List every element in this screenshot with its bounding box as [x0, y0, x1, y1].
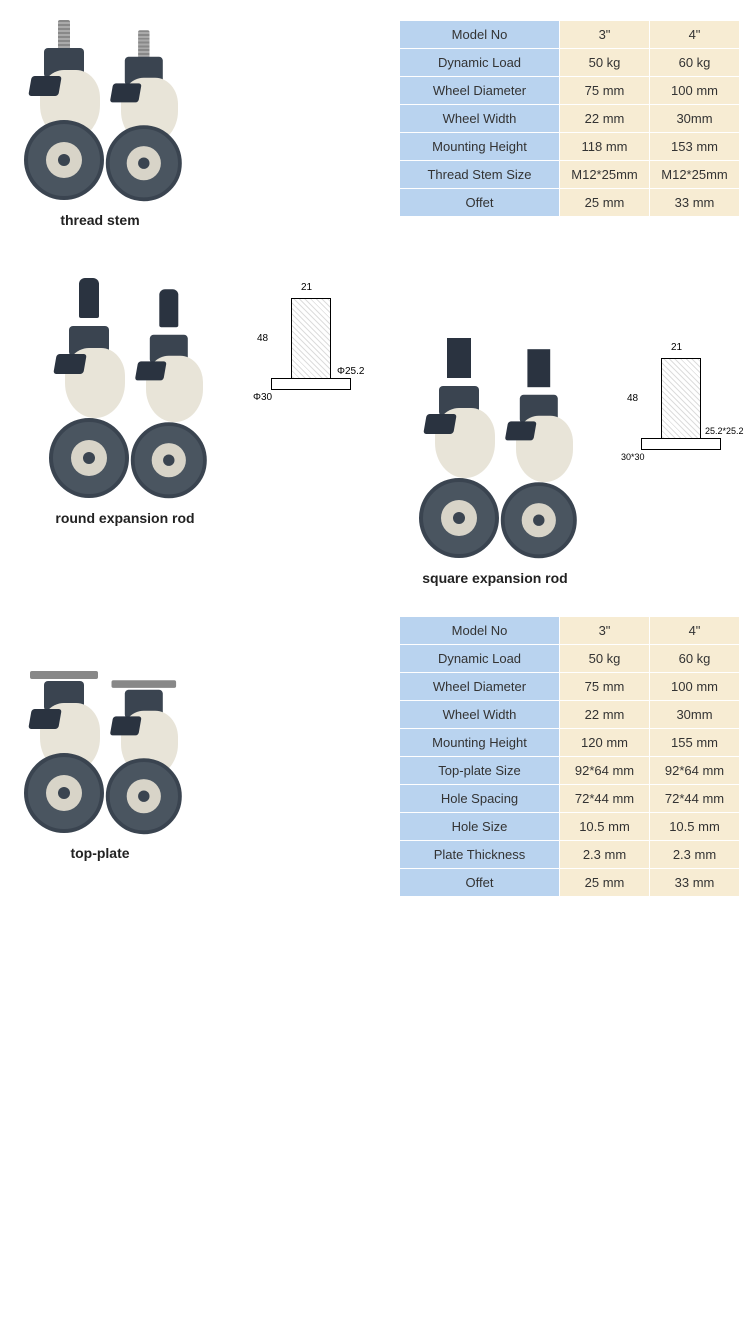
spec-value-cell: 60 kg	[650, 645, 740, 673]
dim-label: Φ30	[253, 392, 272, 403]
spec-value-cell: 22 mm	[560, 105, 650, 133]
spec-value-cell: 33 mm	[650, 189, 740, 217]
caster-illustration	[118, 289, 213, 498]
spec-table-thread-stem: Model No3"4" Dynamic Load50 kg60 kg Wheel …	[399, 20, 740, 217]
label-square-rod: square expansion rod	[422, 570, 567, 586]
spec-value-cell: 4"	[650, 617, 740, 645]
spec-value-cell: 22 mm	[560, 701, 650, 729]
spec-value-cell: 2.3 mm	[650, 841, 740, 869]
spec-value-cell: 4"	[650, 21, 740, 49]
caster-illustration	[488, 349, 583, 558]
spec-value-cell: 100 mm	[650, 673, 740, 701]
spec-value-cell: 2.3 mm	[560, 841, 650, 869]
spec-value-cell: 118 mm	[560, 133, 650, 161]
spec-value-cell: 92*64 mm	[560, 757, 650, 785]
label-thread-stem: thread stem	[60, 212, 139, 228]
dim-label: 21	[671, 342, 682, 353]
spec-header-cell: Hole Size	[400, 813, 560, 841]
spec-header-cell: Top-plate Size	[400, 757, 560, 785]
dim-label: 48	[627, 393, 638, 404]
spec-value-cell: 72*44 mm	[560, 785, 650, 813]
spec-value-cell: 33 mm	[650, 869, 740, 897]
spec-value-cell: 3"	[560, 617, 650, 645]
spec-value-cell: 30mm	[650, 701, 740, 729]
dim-label: 25.2*25.2	[705, 426, 744, 436]
spec-value-cell: 75 mm	[560, 673, 650, 701]
spec-value-cell: 120 mm	[560, 729, 650, 757]
dim-label: 21	[301, 282, 312, 293]
spec-value-cell: 155 mm	[650, 729, 740, 757]
spec-header-cell: Model No	[400, 617, 560, 645]
spec-value-cell: 92*64 mm	[650, 757, 740, 785]
diagram-square-rod: 21 48 25.2*25.2 30*30	[620, 338, 740, 586]
caster-illustration	[93, 30, 188, 201]
spec-value-cell: 75 mm	[560, 77, 650, 105]
product-round-rod: round expansion rod	[10, 278, 240, 586]
spec-header-cell: Wheel Width	[400, 701, 560, 729]
section-expansion-rods: round expansion rod 21 48 Φ25.2 Φ30 squa…	[0, 248, 750, 596]
label-top-plate: top-plate	[70, 845, 129, 861]
spec-value-cell: 10.5 mm	[560, 813, 650, 841]
spec-header-cell: Mounting Height	[400, 729, 560, 757]
spec-value-cell: 100 mm	[650, 77, 740, 105]
dim-label: 48	[257, 333, 268, 344]
spec-value-cell: 153 mm	[650, 133, 740, 161]
spec-header-cell: Wheel Diameter	[400, 673, 560, 701]
spec-header-cell: Model No	[400, 21, 560, 49]
spec-header-cell: Offet	[400, 869, 560, 897]
spec-header-cell: Dynamic Load	[400, 645, 560, 673]
spec-header-cell: Offet	[400, 189, 560, 217]
spec-value-cell: M12*25mm	[650, 161, 740, 189]
spec-header-cell: Hole Spacing	[400, 785, 560, 813]
spec-value-cell: 25 mm	[560, 869, 650, 897]
spec-header-cell: Wheel Diameter	[400, 77, 560, 105]
spec-value-cell: 50 kg	[560, 49, 650, 77]
product-square-rod: square expansion rod	[380, 338, 610, 586]
spec-header-cell: Dynamic Load	[400, 49, 560, 77]
dim-label: 30*30	[621, 452, 645, 462]
label-round-rod: round expansion rod	[55, 510, 194, 526]
dim-label: Φ25.2	[337, 366, 364, 377]
spec-value-cell: 10.5 mm	[650, 813, 740, 841]
spec-header-cell: Plate Thickness	[400, 841, 560, 869]
diagram-round-rod: 21 48 Φ25.2 Φ30	[250, 278, 370, 586]
caster-illustration	[93, 663, 188, 834]
spec-table-top-plate: Model No3"4" Dynamic Load50 kg60 kg Wheel …	[399, 616, 740, 897]
spec-value-cell: 72*44 mm	[650, 785, 740, 813]
section-thread-stem: thread stem Model No3"4" Dynamic Load50 k…	[0, 0, 750, 248]
spec-header-cell: Mounting Height	[400, 133, 560, 161]
spec-value-cell: 50 kg	[560, 645, 650, 673]
spec-value-cell: 30mm	[650, 105, 740, 133]
spec-header-cell: Thread Stem Size	[400, 161, 560, 189]
product-thread-stem: thread stem	[10, 20, 190, 228]
spec-header-cell: Wheel Width	[400, 105, 560, 133]
spec-value-cell: M12*25mm	[560, 161, 650, 189]
spec-value-cell: 3"	[560, 21, 650, 49]
product-top-plate: top-plate	[10, 653, 190, 861]
spec-value-cell: 60 kg	[650, 49, 740, 77]
spec-value-cell: 25 mm	[560, 189, 650, 217]
section-top-plate: top-plate Model No3"4" Dynamic Load50 kg6…	[0, 596, 750, 917]
